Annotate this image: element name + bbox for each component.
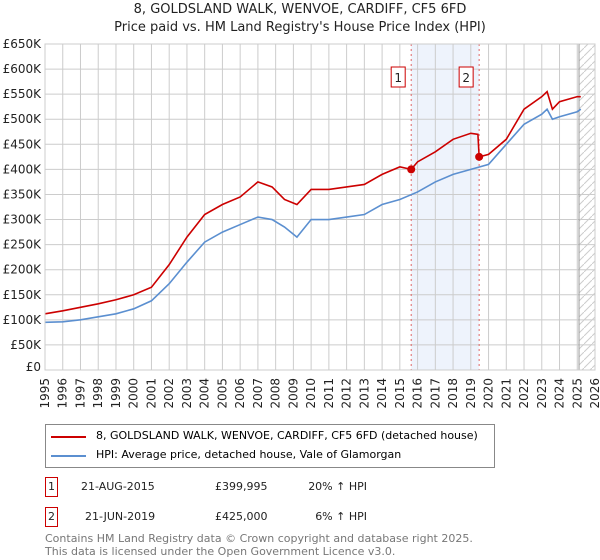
sale-marker-box xyxy=(390,66,406,88)
transaction-price: £425,000 xyxy=(215,510,268,523)
y-tick-label: £550K xyxy=(3,87,43,101)
x-tick-label: 2022 xyxy=(517,378,531,409)
x-tick-label: 2015 xyxy=(393,378,407,409)
x-tick-label: 2006 xyxy=(233,378,247,409)
y-tick-label: £200K xyxy=(3,263,43,277)
transaction-hpi: 20% ↑ HPI xyxy=(308,480,367,493)
x-tick-label: 1996 xyxy=(56,378,70,409)
x-tick-label: 2008 xyxy=(269,378,283,409)
sale-point xyxy=(475,152,484,161)
y-tick-label: £100K xyxy=(3,313,43,327)
x-tick-label: 2009 xyxy=(286,378,300,409)
hpi-line xyxy=(44,107,582,324)
x-tick-label: 2005 xyxy=(215,378,229,409)
legend-label-property: 8, GOLDSLAND WALK, WENVOE, CARDIFF, CF5 … xyxy=(96,429,478,442)
x-tick-label: 2007 xyxy=(251,378,265,409)
x-tick-label: 2016 xyxy=(411,378,425,409)
x-tick-label: 2017 xyxy=(428,378,442,409)
transaction-date: 21-JUN-2019 xyxy=(85,510,156,523)
legend-red-line xyxy=(51,436,86,438)
y-tick-label: £350K xyxy=(3,187,43,201)
transaction-hpi: 6% ↑ HPI xyxy=(315,510,367,523)
y-tick-label: £250K xyxy=(3,238,43,252)
x-tick-label: 2014 xyxy=(375,378,389,409)
x-tick-label: 2010 xyxy=(304,378,318,409)
x-tick-label: 2011 xyxy=(322,378,336,409)
y-tick-label: £450K xyxy=(3,137,43,151)
footer-line-2: This data is licensed under the Open Gov… xyxy=(45,545,396,558)
sale-marker-label: 1 xyxy=(394,71,402,85)
plot-frame xyxy=(44,43,596,371)
x-tick-label: 1999 xyxy=(109,378,123,409)
y-tick-label: £600K xyxy=(3,62,43,76)
footer-line-1: Contains HM Land Registry data © Crown c… xyxy=(45,532,473,545)
sale-marker-label: 2 xyxy=(462,71,470,85)
x-tick-label: 2002 xyxy=(162,378,176,409)
transaction-row: 1 21-AUG-2015 £399,995 20% ↑ HPI xyxy=(45,477,385,500)
x-tick-label: 2024 xyxy=(553,378,567,409)
sale-period-shade xyxy=(411,44,480,370)
legend-label-hpi: HPI: Average price, detached house, Vale… xyxy=(96,448,402,461)
y-tick-label: £650K xyxy=(3,37,43,51)
x-tick-label: 2000 xyxy=(127,378,141,409)
y-tick-label: £0 xyxy=(26,360,41,374)
x-tick-label: 2013 xyxy=(357,378,371,409)
sale-marker-box xyxy=(458,66,474,88)
transaction-date: 21-AUG-2015 xyxy=(81,480,155,493)
marker-badge: 2 xyxy=(45,507,58,527)
marker-badge: 1 xyxy=(45,477,58,497)
x-tick-label: 2003 xyxy=(180,378,194,409)
chart-subtitle: Price paid vs. HM Land Registry's House … xyxy=(114,20,486,35)
sale-point xyxy=(407,165,416,174)
x-tick-label: 2023 xyxy=(535,378,549,409)
x-tick-label: 1995 xyxy=(38,378,52,409)
x-tick-label: 2025 xyxy=(570,378,584,409)
y-tick-label: £50K xyxy=(10,338,42,352)
y-tick-label: £150K xyxy=(3,288,43,302)
chart-title: 8, GOLDSLAND WALK, WENVOE, CARDIFF, CF5 … xyxy=(133,2,467,17)
transaction-row: 2 21-JUN-2019 £425,000 6% ↑ HPI xyxy=(45,507,385,530)
x-tick-label: 2026 xyxy=(588,378,600,409)
x-tick-label: 2019 xyxy=(464,378,478,409)
x-tick-label: 2012 xyxy=(340,378,354,409)
x-tick-label: 2004 xyxy=(198,378,212,409)
x-tick-label: 1997 xyxy=(73,378,87,409)
x-tick-label: 2018 xyxy=(446,378,460,409)
plot-area: £0 £50K £100K £150K £200K £250K £300K £350K £400… xyxy=(3,37,600,409)
future-hatch xyxy=(579,44,595,370)
x-tick-label: 2020 xyxy=(482,378,496,409)
property-price-line xyxy=(44,90,581,315)
x-tick-label: 1998 xyxy=(91,378,105,409)
y-tick-label: £500K xyxy=(3,112,43,126)
y-tick-label: £400K xyxy=(3,162,43,176)
y-tick-label: £300K xyxy=(3,213,43,227)
x-tick-label: 2001 xyxy=(144,378,158,409)
legend-blue-line xyxy=(51,455,86,457)
transaction-price: £399,995 xyxy=(215,480,268,493)
legend: 8, GOLDSLAND WALK, WENVOE, CARDIFF, CF5 … xyxy=(45,424,495,468)
x-tick-label: 2021 xyxy=(499,378,513,409)
